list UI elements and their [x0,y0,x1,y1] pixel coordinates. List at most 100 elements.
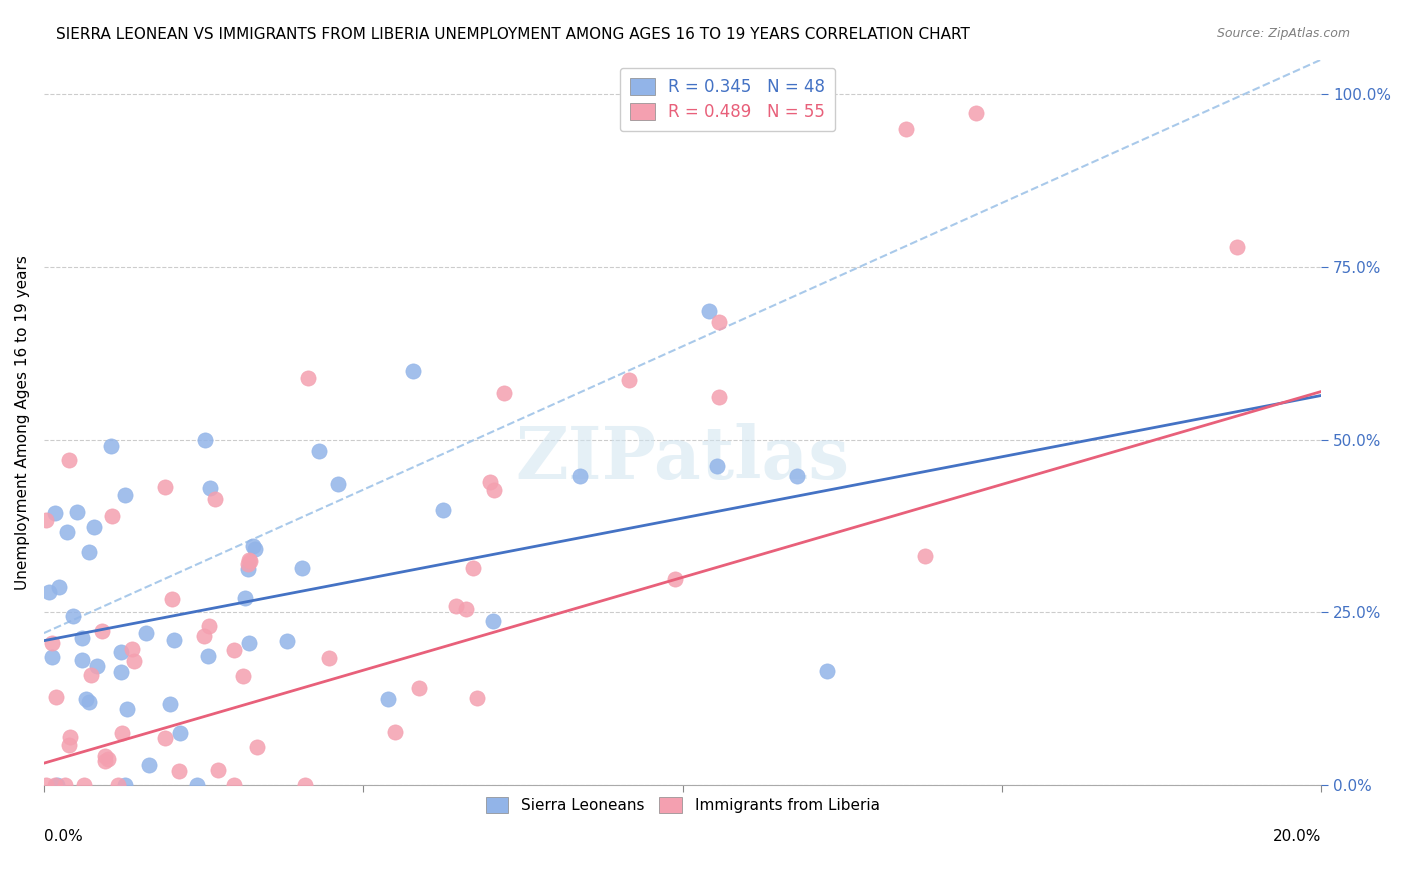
Point [402,364,425,378]
Point [894,121,917,136]
Point [77,695,100,709]
Point [198,619,221,633]
Point [66,505,89,519]
Point [232,669,254,683]
Point [246,739,269,754]
Point [478,475,501,489]
Point [72,778,94,792]
Point [34,778,56,792]
Point [91,624,114,639]
Point [162,632,184,647]
Point [62,608,84,623]
Text: SIERRA LEONEAN VS IMMIGRANTS FROM LIBERIA UNEMPLOYMENT AMONG AGES 16 TO 19 YEARS: SIERRA LEONEAN VS IMMIGRANTS FROM LIBERI… [56,27,970,42]
Point [236,557,259,571]
Point [107,778,129,792]
Point [242,539,264,553]
Point [111,726,134,740]
Point [48,580,70,594]
Point [114,488,136,502]
Text: ZIPatlas: ZIPatlas [516,423,849,494]
Point [159,697,181,711]
Point [59,730,82,744]
Point [697,304,720,318]
Point [222,778,245,792]
Point [70,653,93,667]
Point [169,764,191,778]
Point [58,453,80,467]
Point [169,726,191,740]
Point [377,692,399,706]
Point [41,636,63,650]
Point [238,553,260,567]
Point [290,560,312,574]
Point [1226,240,1249,254]
Point [186,778,208,792]
Point [94,749,117,764]
Point [80,668,103,682]
Point [664,572,686,586]
Point [193,628,215,642]
Point [38,584,60,599]
Point [444,599,467,613]
Text: 0.0%: 0.0% [44,829,83,844]
Point [114,778,136,792]
Point [53,778,76,792]
Point [815,664,838,678]
Point [276,634,298,648]
Point [44,506,66,520]
Point [162,592,184,607]
Point [297,371,319,385]
Point [245,541,267,556]
Point [135,625,157,640]
Point [432,502,454,516]
Point [138,758,160,772]
Point [44,778,66,792]
Point [707,315,730,329]
Legend: Sierra Leoneans, Immigrants from Liberia: Sierra Leoneans, Immigrants from Liberia [478,789,887,821]
Point [222,642,245,657]
Point [617,373,640,387]
Point [569,469,592,483]
Point [465,690,488,705]
Point [75,692,97,706]
Point [77,544,100,558]
Point [709,390,731,404]
Point [239,554,262,568]
Text: Source: ZipAtlas.com: Source: ZipAtlas.com [1216,27,1350,40]
Point [56,524,79,539]
Y-axis label: Unemployment Among Ages 16 to 19 years: Unemployment Among Ages 16 to 19 years [15,255,30,590]
Point [41,649,63,664]
Point [34,513,56,527]
Point [121,641,143,656]
Point [122,655,145,669]
Point [97,752,120,766]
Point [786,469,808,483]
Point [408,681,430,695]
Point [70,631,93,645]
Point [207,764,229,778]
Point [153,480,176,494]
Point [238,635,260,649]
Point [384,725,406,739]
Point [233,591,256,606]
Point [117,702,139,716]
Point [198,482,221,496]
Text: 20.0%: 20.0% [1272,829,1322,844]
Point [83,520,105,534]
Point [204,492,226,507]
Point [100,439,122,453]
Point [482,614,505,628]
Point [86,659,108,673]
Point [45,690,67,705]
Point [965,106,987,120]
Point [236,562,259,576]
Point [110,665,132,680]
Point [494,385,516,400]
Point [328,476,350,491]
Point [46,778,69,792]
Point [914,549,936,563]
Point [318,650,340,665]
Point [58,738,80,752]
Point [706,458,728,473]
Point [194,433,217,447]
